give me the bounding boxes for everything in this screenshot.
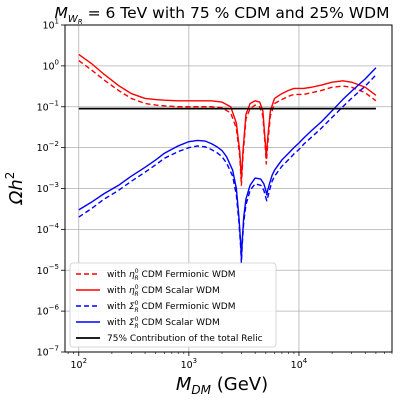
y-tick-label: 10−3 <box>37 181 59 195</box>
y-tick-label: 100 <box>42 58 59 72</box>
legend-label: 75% Contribution of the total Relic <box>107 334 263 344</box>
y-tick-label: 101 <box>42 18 59 32</box>
series-group <box>78 53 377 264</box>
chart-title: MWR = 6 TeV with 75 % CDM and 25% WDM <box>55 4 390 26</box>
x-axis-label: MDM (GeV) <box>176 374 268 397</box>
series-line-2 <box>78 53 377 180</box>
legend-label: with Σ0 R CDM Scalar WDM <box>107 316 220 330</box>
series-line-1 <box>78 59 377 186</box>
y-tick-label: 10−1 <box>37 99 59 113</box>
legend-label: with η0 R CDM Fermionic WDM <box>107 268 236 282</box>
x-tick-label: 102 <box>70 357 87 371</box>
legend-label: with η0 R CDM Scalar WDM <box>107 284 220 298</box>
legend: with η0 R CDM Fermionic WDM with η0 R CDM S… <box>69 262 277 348</box>
y-tick-label: 10−5 <box>37 263 59 277</box>
legend-box <box>69 262 277 348</box>
axis-ticks: 102 103 104 101 100 10−1 10−2 10−3 10−4 10−5 10−6 1… <box>37 18 393 371</box>
legend-label: with Σ0 R CDM Fermionic WDM <box>107 300 236 314</box>
x-tick-label: 103 <box>181 357 198 371</box>
x-tick-label: 104 <box>291 357 308 371</box>
y-tick-label: 10−7 <box>37 345 59 359</box>
y-tick-label: 10−2 <box>37 140 59 154</box>
series-line-4 <box>78 67 377 259</box>
y-tick-label: 10−6 <box>37 304 60 318</box>
y-tick-label: 10−4 <box>37 222 60 236</box>
y-axis-label: Ωh2 <box>3 172 27 206</box>
